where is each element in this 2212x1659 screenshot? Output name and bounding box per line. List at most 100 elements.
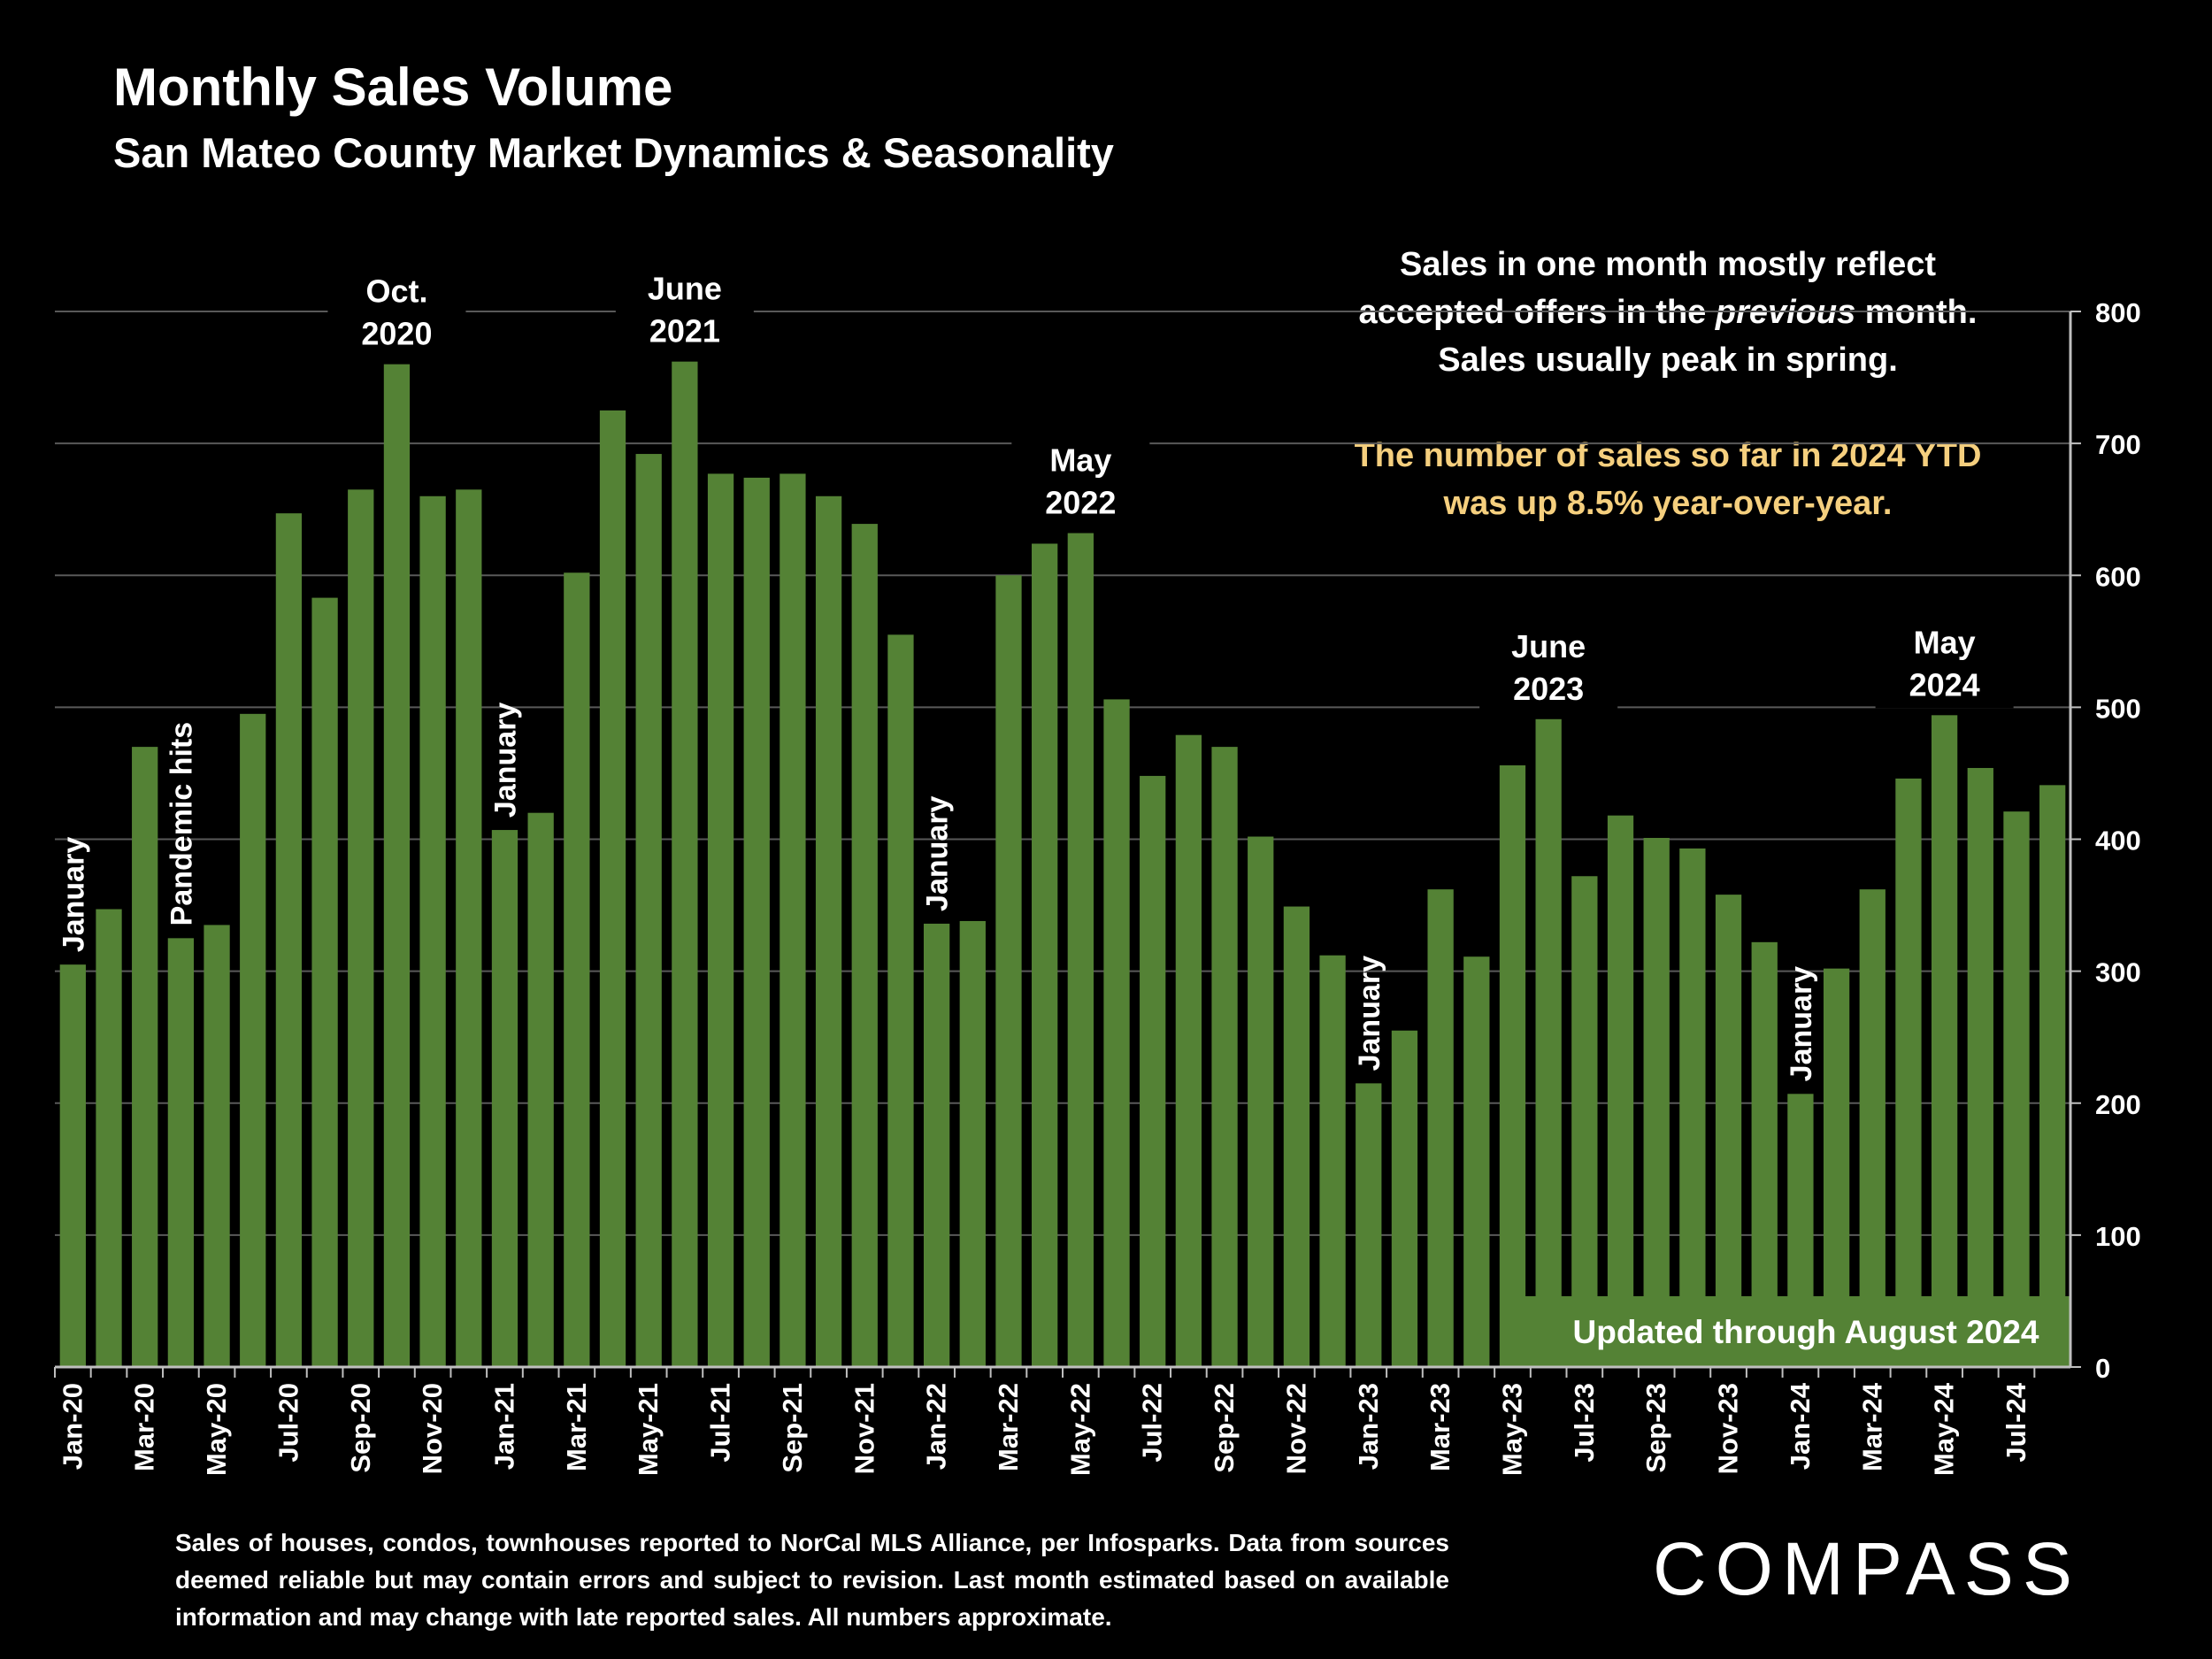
note-line-3: Sales usually peak in spring.: [1438, 342, 1898, 379]
bar: [1248, 836, 1274, 1367]
x-tick-label: May-23: [1496, 1383, 1527, 1476]
x-tick-label: Sep-21: [777, 1383, 808, 1473]
annotation-peak: 2022: [1045, 485, 1116, 521]
x-tick-label: Sep-23: [1640, 1383, 1671, 1473]
annotation-peak: 2020: [361, 316, 432, 352]
bar: [1067, 533, 1094, 1367]
bar: [599, 410, 626, 1367]
bar: [2003, 811, 2030, 1367]
bar: [1140, 775, 1166, 1367]
bar: [1032, 543, 1058, 1367]
x-tick-label: May-22: [1064, 1383, 1095, 1476]
annotation-mask: [615, 260, 754, 355]
x-tick-label: Nov-23: [1713, 1383, 1744, 1474]
bar: [672, 361, 698, 1368]
annotation-rotated: January: [921, 795, 955, 910]
bar: [1319, 955, 1346, 1367]
x-tick-label: Mar-20: [129, 1383, 160, 1471]
x-tick-label: Jul-21: [705, 1383, 736, 1463]
annotation-rotated: Pandemic hits: [165, 722, 198, 926]
updated-badge-label: Updated through August 2024: [1573, 1314, 2039, 1350]
annotation-peak: May: [1049, 442, 1111, 479]
bar: [167, 938, 195, 1367]
y-tick-label: 800: [2095, 297, 2141, 328]
y-tick-label: 300: [2095, 957, 2141, 988]
y-tick-label: 200: [2095, 1089, 2141, 1120]
bar: [707, 473, 734, 1367]
bar: [240, 713, 266, 1367]
bar: [1175, 734, 1202, 1367]
chart-title: Monthly Sales Volume: [113, 58, 673, 117]
bar: [456, 489, 482, 1367]
x-tick-label: May-20: [201, 1383, 232, 1476]
bar: [959, 920, 986, 1367]
bar: [1283, 906, 1310, 1367]
annotation-mask: [1875, 614, 2014, 709]
bar: [780, 473, 806, 1367]
bar: [1391, 1030, 1418, 1367]
annotation-mask: [327, 263, 466, 357]
bar: [275, 513, 303, 1367]
bar: [743, 477, 770, 1367]
annotation-peak: 2024: [1909, 666, 1980, 703]
bar: [383, 364, 411, 1367]
chart-subtitle: San Mateo County Market Dynamics & Seaso…: [113, 129, 1114, 176]
x-tick-label: Sep-20: [345, 1383, 376, 1473]
bar: [887, 634, 914, 1367]
y-tick-label: 700: [2095, 429, 2141, 460]
annotation-peak: 2023: [1513, 671, 1584, 707]
x-tick-label: Jul-24: [2001, 1382, 2032, 1462]
bar: [851, 524, 878, 1367]
annotation-peak: Oct.: [365, 273, 427, 310]
x-tick-label: Jul-20: [273, 1383, 303, 1463]
bar: [1427, 889, 1454, 1367]
bar: [1499, 764, 1526, 1367]
bar: [348, 489, 374, 1367]
bar: [527, 812, 554, 1367]
note-line-1: Sales in one month mostly reflect: [1399, 246, 1937, 283]
annotation-peak: 2021: [649, 313, 720, 349]
x-tick-label: Jan-23: [1353, 1383, 1384, 1470]
y-tick-label: 0: [2095, 1353, 2110, 1384]
x-tick-label: Mar-22: [993, 1383, 1024, 1471]
x-tick-label: Jan-21: [488, 1383, 519, 1470]
x-tick-label: Nov-22: [1280, 1383, 1311, 1474]
bar: [204, 925, 230, 1367]
bar: [59, 964, 86, 1367]
x-tick-label: Mar-24: [1856, 1382, 1887, 1471]
y-tick-label: 600: [2095, 561, 2141, 592]
updated-badge: [1524, 1296, 2070, 1367]
bar: [1607, 815, 1634, 1367]
bar: [1356, 1083, 1382, 1367]
annotation-peak: June: [648, 271, 722, 307]
x-tick-label: Mar-21: [561, 1383, 592, 1471]
bar: [1931, 715, 1958, 1367]
x-tick-label: May-21: [633, 1383, 664, 1476]
note-highlight-2: was up 8.5% year-over-year.: [1443, 485, 1893, 522]
annotation-peak: June: [1511, 628, 1586, 664]
compass-logo: COMPASS: [1653, 1527, 2081, 1610]
bar: [1643, 838, 1670, 1367]
y-tick-label: 400: [2095, 826, 2141, 856]
x-tick-label: Nov-20: [417, 1383, 448, 1474]
bar: [1679, 848, 1706, 1367]
y-tick-label: 500: [2095, 693, 2141, 724]
bar: [132, 747, 158, 1367]
source-footnote: Sales of houses, condos, townhouses repo…: [175, 1529, 1449, 1631]
bar: [1535, 718, 1562, 1367]
x-tick-label: Sep-22: [1209, 1383, 1240, 1473]
x-tick-label: Jul-22: [1137, 1383, 1168, 1463]
annotation-mask: [1479, 618, 1618, 712]
bar: [815, 495, 842, 1367]
bar: [1103, 699, 1130, 1367]
x-tick-label: Jul-23: [1569, 1383, 1600, 1463]
annotation-mask: [1011, 432, 1150, 526]
bar: [311, 597, 338, 1367]
x-tick-label: May-24: [1929, 1382, 1960, 1476]
x-tick-label: Jan-22: [921, 1383, 952, 1470]
bar: [1895, 778, 1922, 1367]
bar: [923, 923, 950, 1367]
bar: [635, 454, 662, 1368]
x-tick-label: Jan-20: [57, 1383, 88, 1470]
bar: [1211, 747, 1238, 1367]
